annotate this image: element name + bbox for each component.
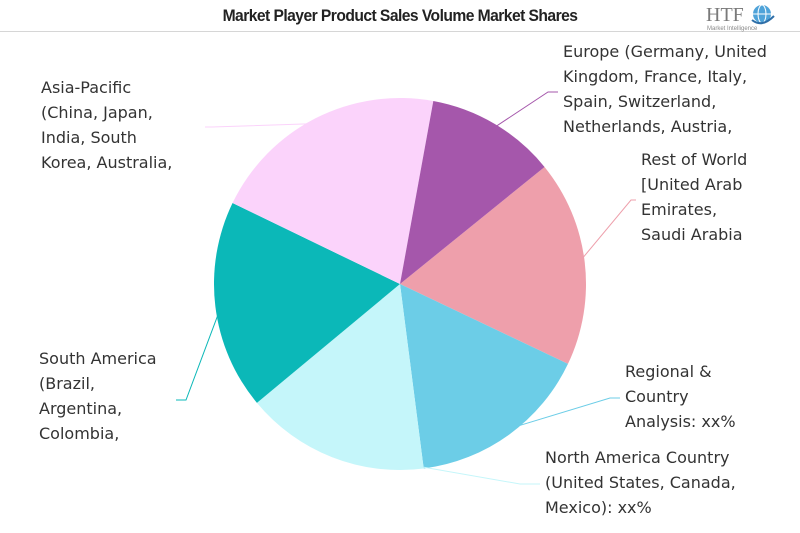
pie-slice [400, 284, 568, 469]
pie-slice [256, 284, 424, 471]
leader-line [505, 397, 620, 431]
pie-slice [400, 166, 586, 364]
leader-line [176, 305, 222, 401]
globe-icon [751, 4, 775, 25]
slice-label: Regional & Country Analysis: xx% [625, 362, 736, 431]
pie-slice [232, 98, 434, 284]
leader-line [578, 199, 636, 264]
slice-label: Rest of World [United Arab Emirates, Sau… [641, 150, 748, 244]
slice-label: Asia-Pacific (China, Japan, India, South… [41, 78, 173, 172]
pie-slice [400, 101, 545, 284]
logo-tagline: Market Intelligence [707, 26, 758, 32]
leader-line [491, 91, 558, 130]
slice-label: Europe (Germany, United Kingdom, France,… [563, 42, 767, 136]
slice-label: North America Country (United States, Ca… [545, 448, 736, 517]
leader-line [334, 451, 540, 485]
chart-title: Market Player Product Sales Volume Marke… [222, 6, 578, 25]
logo-text: HTF [706, 4, 744, 26]
pie-slice [214, 203, 400, 403]
title-divider [0, 31, 800, 32]
slice-label: South America (Brazil, Argentina, Colomb… [39, 349, 157, 443]
htf-logo: HTF Market Intelligence [706, 2, 784, 34]
leader-line [205, 123, 319, 128]
